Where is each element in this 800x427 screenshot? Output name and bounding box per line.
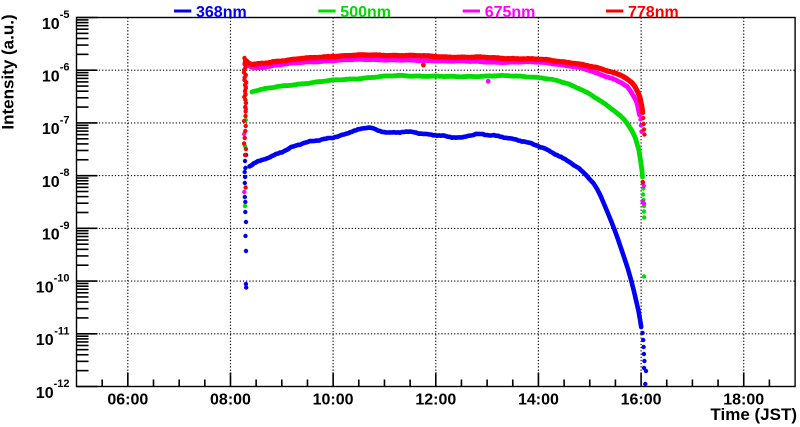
svg-text:16:00: 16:00 [621,392,662,409]
svg-text:18:00: 18:00 [723,392,764,409]
svg-text:778nm: 778nm [628,4,679,21]
svg-text:-9: -9 [60,220,70,232]
svg-text:08:00: 08:00 [210,392,251,409]
svg-text:10: 10 [42,69,60,86]
svg-text:10: 10 [36,279,54,296]
svg-text:-11: -11 [54,325,69,337]
svg-text:10: 10 [36,332,54,349]
svg-text:-6: -6 [60,62,70,74]
svg-text:14:00: 14:00 [518,392,559,409]
svg-text:-10: -10 [54,273,70,285]
svg-text:10:00: 10:00 [313,392,354,409]
svg-text:10: 10 [42,121,60,138]
svg-text:368nm: 368nm [196,4,247,21]
svg-text:500nm: 500nm [340,4,391,21]
svg-text:10: 10 [42,174,60,191]
svg-text:10: 10 [42,16,60,33]
svg-text:-12: -12 [54,378,70,390]
svg-text:06:00: 06:00 [107,392,148,409]
svg-text:Time (JST): Time (JST) [710,405,797,424]
svg-text:10: 10 [36,385,54,402]
svg-text:675nm: 675nm [485,4,536,21]
svg-text:Intensity (a.u.): Intensity (a.u.) [0,14,18,129]
svg-text:12:00: 12:00 [415,392,456,409]
svg-text:-5: -5 [60,9,70,21]
svg-text:10: 10 [42,227,60,244]
svg-text:-8: -8 [60,167,70,179]
svg-text:-7: -7 [60,114,70,126]
